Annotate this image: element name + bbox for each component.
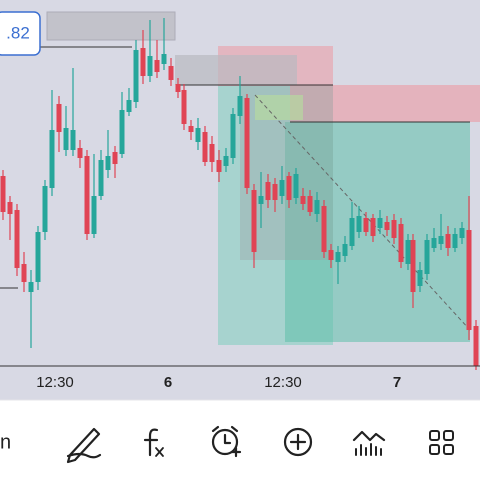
price-label-box — [0, 11, 41, 56]
candle-body — [307, 196, 313, 212]
candle-body — [202, 132, 208, 162]
candle-body — [473, 326, 479, 366]
price-label: .82 — [6, 23, 30, 42]
candle-body — [424, 240, 430, 274]
candle-body — [363, 218, 369, 232]
chart-type-tool[interactable] — [352, 430, 386, 456]
candle-body — [405, 240, 411, 264]
candle-body — [84, 156, 90, 234]
candle-body — [98, 160, 104, 196]
fvg-box — [255, 95, 303, 120]
candle-body — [35, 232, 41, 282]
candle-body — [244, 98, 250, 188]
toolbar-item[interactable]: n — [0, 431, 11, 453]
candle-body — [293, 174, 299, 198]
candle-body — [168, 66, 174, 80]
candle-body — [209, 144, 215, 162]
candle-body — [56, 104, 62, 132]
candle-body — [314, 200, 320, 214]
candles — [0, 18, 479, 370]
candle-body — [398, 224, 404, 262]
candle-body — [28, 282, 34, 292]
candle-body — [223, 156, 229, 166]
candle-body — [370, 218, 376, 236]
alert-tool[interactable] — [211, 425, 242, 458]
candle-body — [272, 184, 278, 200]
candle-body — [161, 54, 167, 64]
candle-body — [140, 48, 146, 76]
candle-body — [391, 220, 397, 238]
candle-body — [237, 96, 243, 116]
gray-box — [46, 11, 176, 41]
candle-body — [154, 60, 160, 72]
candle-body — [147, 56, 153, 76]
layout-tool[interactable] — [429, 430, 454, 455]
candle-body — [63, 128, 69, 150]
indicator-tool[interactable] — [143, 428, 164, 457]
candle-body — [335, 252, 341, 262]
candle-body — [21, 264, 27, 282]
stop-zone — [290, 85, 480, 122]
candle-body — [377, 218, 383, 228]
candle-body — [7, 202, 13, 214]
candle-body — [91, 196, 97, 234]
candle-body — [133, 50, 139, 102]
draw-tool[interactable] — [66, 427, 102, 464]
candle-body — [105, 156, 111, 170]
candle-body — [126, 100, 132, 112]
gray-box — [175, 55, 297, 85]
candle-body — [452, 234, 458, 248]
time-label: 7 — [393, 374, 401, 391]
candle-body — [349, 218, 355, 246]
candle-body — [112, 152, 118, 164]
candle-body — [384, 222, 390, 230]
candle-body — [286, 176, 292, 200]
candle-body — [417, 270, 423, 286]
add-tool[interactable] — [283, 427, 313, 457]
candle-body — [77, 148, 83, 158]
candle-body — [188, 126, 194, 132]
candle-body — [0, 176, 6, 212]
toolbar — [0, 400, 480, 480]
time-label: 12:30 — [36, 374, 74, 391]
drawings — [0, 11, 480, 345]
candle-body — [42, 186, 48, 232]
candle-body — [230, 114, 236, 158]
candle-body — [265, 182, 271, 200]
candle-body — [431, 238, 437, 248]
candle-body — [279, 180, 285, 196]
candle-body — [258, 196, 264, 204]
candle-body — [321, 206, 327, 252]
candle-body — [14, 210, 20, 268]
candle-body — [438, 236, 444, 244]
candle-body — [49, 130, 55, 188]
candle-body — [195, 128, 201, 142]
candle-body — [356, 216, 362, 232]
target-zone — [285, 122, 470, 342]
candle-body — [181, 90, 187, 124]
candle-body — [175, 84, 181, 92]
candle-body — [119, 110, 125, 154]
time-label: 6 — [164, 374, 172, 391]
candle-body — [300, 196, 306, 204]
candle-body — [216, 160, 222, 172]
candle-body — [445, 234, 451, 248]
candle-body — [328, 250, 334, 260]
time-label: 12:30 — [264, 374, 302, 391]
candle-body — [466, 230, 472, 330]
candle-body — [342, 244, 348, 256]
candle-body — [251, 190, 257, 252]
candle-body — [70, 130, 76, 150]
candle-body — [459, 228, 465, 238]
candle-body — [410, 240, 416, 292]
